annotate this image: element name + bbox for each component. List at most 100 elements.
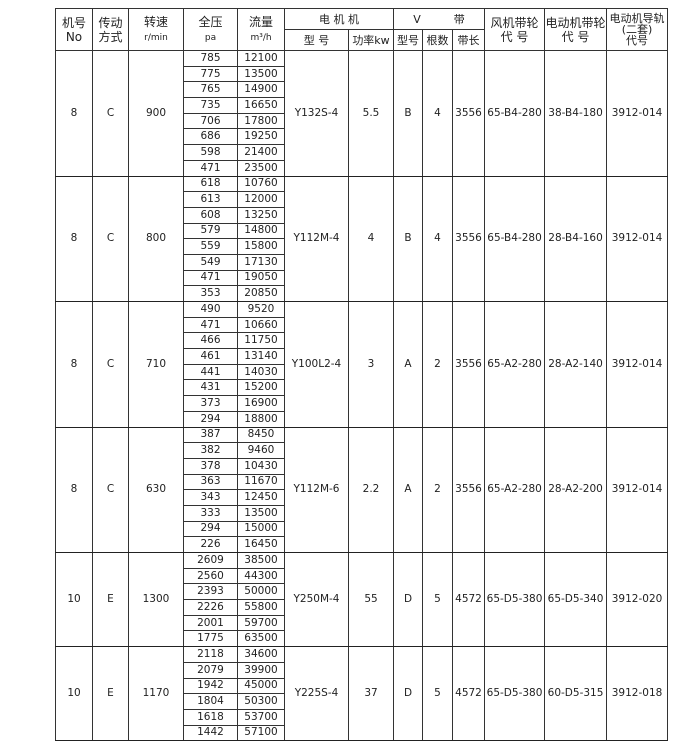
cell-pressure: 353 xyxy=(183,285,238,302)
cell-motor-pulley: 38-B4-180 xyxy=(544,50,608,177)
cell-flow: 15000 xyxy=(237,520,285,538)
table-body: 8 C 900 785 12100 Y132S-4 5.5 B 4 3556 65-B4-280 38… xyxy=(55,50,669,742)
cell-pressure: 2079 xyxy=(183,661,238,679)
cell-flow: 45000 xyxy=(237,677,285,695)
cell-pressure: 706 xyxy=(183,112,238,130)
cell-motor-pulley: 60-D5-315 xyxy=(544,646,608,742)
cell-pressure: 549 xyxy=(183,253,238,271)
cell-flow: 9460 xyxy=(237,442,285,459)
cell-belt-length: 4572 xyxy=(451,551,486,648)
cell-pressure: 441 xyxy=(183,363,238,381)
cell-motor-pulley: 28-A2-200 xyxy=(544,426,608,553)
cell-pressure: 431 xyxy=(183,379,238,397)
cell-motor-power: 55 xyxy=(348,551,394,648)
table-row: 2560 44300 xyxy=(56,567,668,585)
cell-pressure: 333 xyxy=(183,504,238,522)
cell-pressure: 1618 xyxy=(183,708,238,726)
cell-belt-model: D xyxy=(393,646,423,742)
cell-pressure: 686 xyxy=(183,128,238,146)
header-belt-model: 型号 xyxy=(393,29,423,51)
cell-motor-model: Y225S-4 xyxy=(284,646,349,742)
cell-flow: 12000 xyxy=(237,191,285,208)
cell-flow: 21400 xyxy=(237,144,285,161)
cell-flow: 16900 xyxy=(237,395,285,412)
cell-drive: E xyxy=(92,551,129,648)
cell-motor-power: 4 xyxy=(348,175,394,302)
cell-motor-model: Y100L2-4 xyxy=(284,301,349,428)
cell-pressure: 294 xyxy=(183,520,238,538)
cell-belt-model: A xyxy=(393,426,423,553)
cell-flow: 9520 xyxy=(237,301,285,318)
cell-motor-model: Y132S-4 xyxy=(284,50,349,177)
cell-flow: 59700 xyxy=(237,614,285,632)
cell-machine-no: 8 xyxy=(55,50,93,177)
cell-machine-no: 8 xyxy=(55,426,93,553)
header-machine-no: 机号 No xyxy=(55,8,93,51)
cell-flow: 11670 xyxy=(237,473,285,491)
table-row: 471 23500 xyxy=(56,159,668,177)
cell-flow: 19050 xyxy=(237,269,285,287)
cell-belt-count: 5 xyxy=(422,646,453,742)
cell-pressure: 294 xyxy=(183,410,238,428)
cell-pressure: 471 xyxy=(183,269,238,287)
cell-pressure: 735 xyxy=(183,97,238,114)
cell-flow: 13500 xyxy=(237,504,285,522)
header-vbelt: V 带 xyxy=(392,8,486,30)
cell-pressure: 378 xyxy=(183,457,238,475)
cell-flow: 10660 xyxy=(237,316,285,334)
cell-pressure: 471 xyxy=(183,316,238,334)
table-row: 343 12450 xyxy=(56,489,668,506)
cell-pressure: 2001 xyxy=(183,614,238,632)
cell-pressure: 775 xyxy=(183,65,238,83)
cell-flow: 18800 xyxy=(237,410,285,428)
cell-machine-no: 10 xyxy=(55,646,93,742)
cell-fan-pulley: 65-B4-280 xyxy=(484,175,546,302)
cell-belt-count: 4 xyxy=(422,175,453,302)
cell-motor-pulley: 65-D5-340 xyxy=(544,551,608,648)
cell-belt-count: 5 xyxy=(422,551,453,648)
header-pressure: 全压 pa xyxy=(183,8,238,51)
cell-flow: 10760 xyxy=(237,175,285,193)
cell-flow: 13500 xyxy=(237,65,285,83)
table-row: 1804 50300 xyxy=(56,693,668,710)
table-row: 735 16650 xyxy=(56,97,668,114)
cell-motor-power: 5.5 xyxy=(348,50,394,177)
cell-pressure: 466 xyxy=(183,332,238,350)
cell-fan-pulley: 65-A2-280 xyxy=(484,301,546,428)
cell-fan-pulley: 65-D5-380 xyxy=(484,551,546,648)
cell-belt-count: 2 xyxy=(422,426,453,553)
cell-flow: 14900 xyxy=(237,81,285,99)
table-row: 226 16450 xyxy=(56,536,668,553)
table-row: 382 9460 xyxy=(56,442,668,459)
cell-flow: 16650 xyxy=(237,97,285,114)
table-row: 461 13140 xyxy=(56,348,668,365)
cell-drive: C xyxy=(92,50,129,177)
cell-flow: 55800 xyxy=(237,599,285,616)
cell-pressure: 226 xyxy=(183,536,238,553)
cell-pressure: 461 xyxy=(183,348,238,365)
cell-flow: 19250 xyxy=(237,128,285,146)
cell-belt-length: 3556 xyxy=(451,175,486,302)
cell-motor-rail: 3912-014 xyxy=(606,175,669,302)
cell-pressure: 785 xyxy=(183,50,238,67)
cell-drive: E xyxy=(92,646,129,742)
table-row: 378 10430 xyxy=(56,457,668,475)
cell-flow: 17130 xyxy=(237,253,285,271)
cell-pressure: 471 xyxy=(183,159,238,177)
fan-spec-table: 机号 No 传动 方式 转速 r/min 全压 pa 流量 m³/h 电 机 机 V 带 … xyxy=(55,8,669,742)
cell-pressure: 373 xyxy=(183,395,238,412)
cell-pressure: 598 xyxy=(183,144,238,161)
cell-flow: 50300 xyxy=(237,693,285,710)
header-flow: 流量 m³/h xyxy=(237,8,285,51)
cell-pressure: 387 xyxy=(183,426,238,444)
cell-machine-no: 8 xyxy=(55,301,93,428)
cell-belt-count: 4 xyxy=(422,50,453,177)
cell-drive: C xyxy=(92,426,129,553)
cell-motor-model: Y250M-4 xyxy=(284,551,349,648)
table-row: 1442 57100 xyxy=(56,724,668,742)
table-row: 471 19050 xyxy=(56,269,668,287)
header-motor-rail: 电动机导轨 (二套) 代号 xyxy=(606,8,669,51)
cell-machine-no: 8 xyxy=(55,175,93,302)
cell-flow: 63500 xyxy=(237,630,285,648)
table-row: 2393 50000 xyxy=(56,583,668,601)
